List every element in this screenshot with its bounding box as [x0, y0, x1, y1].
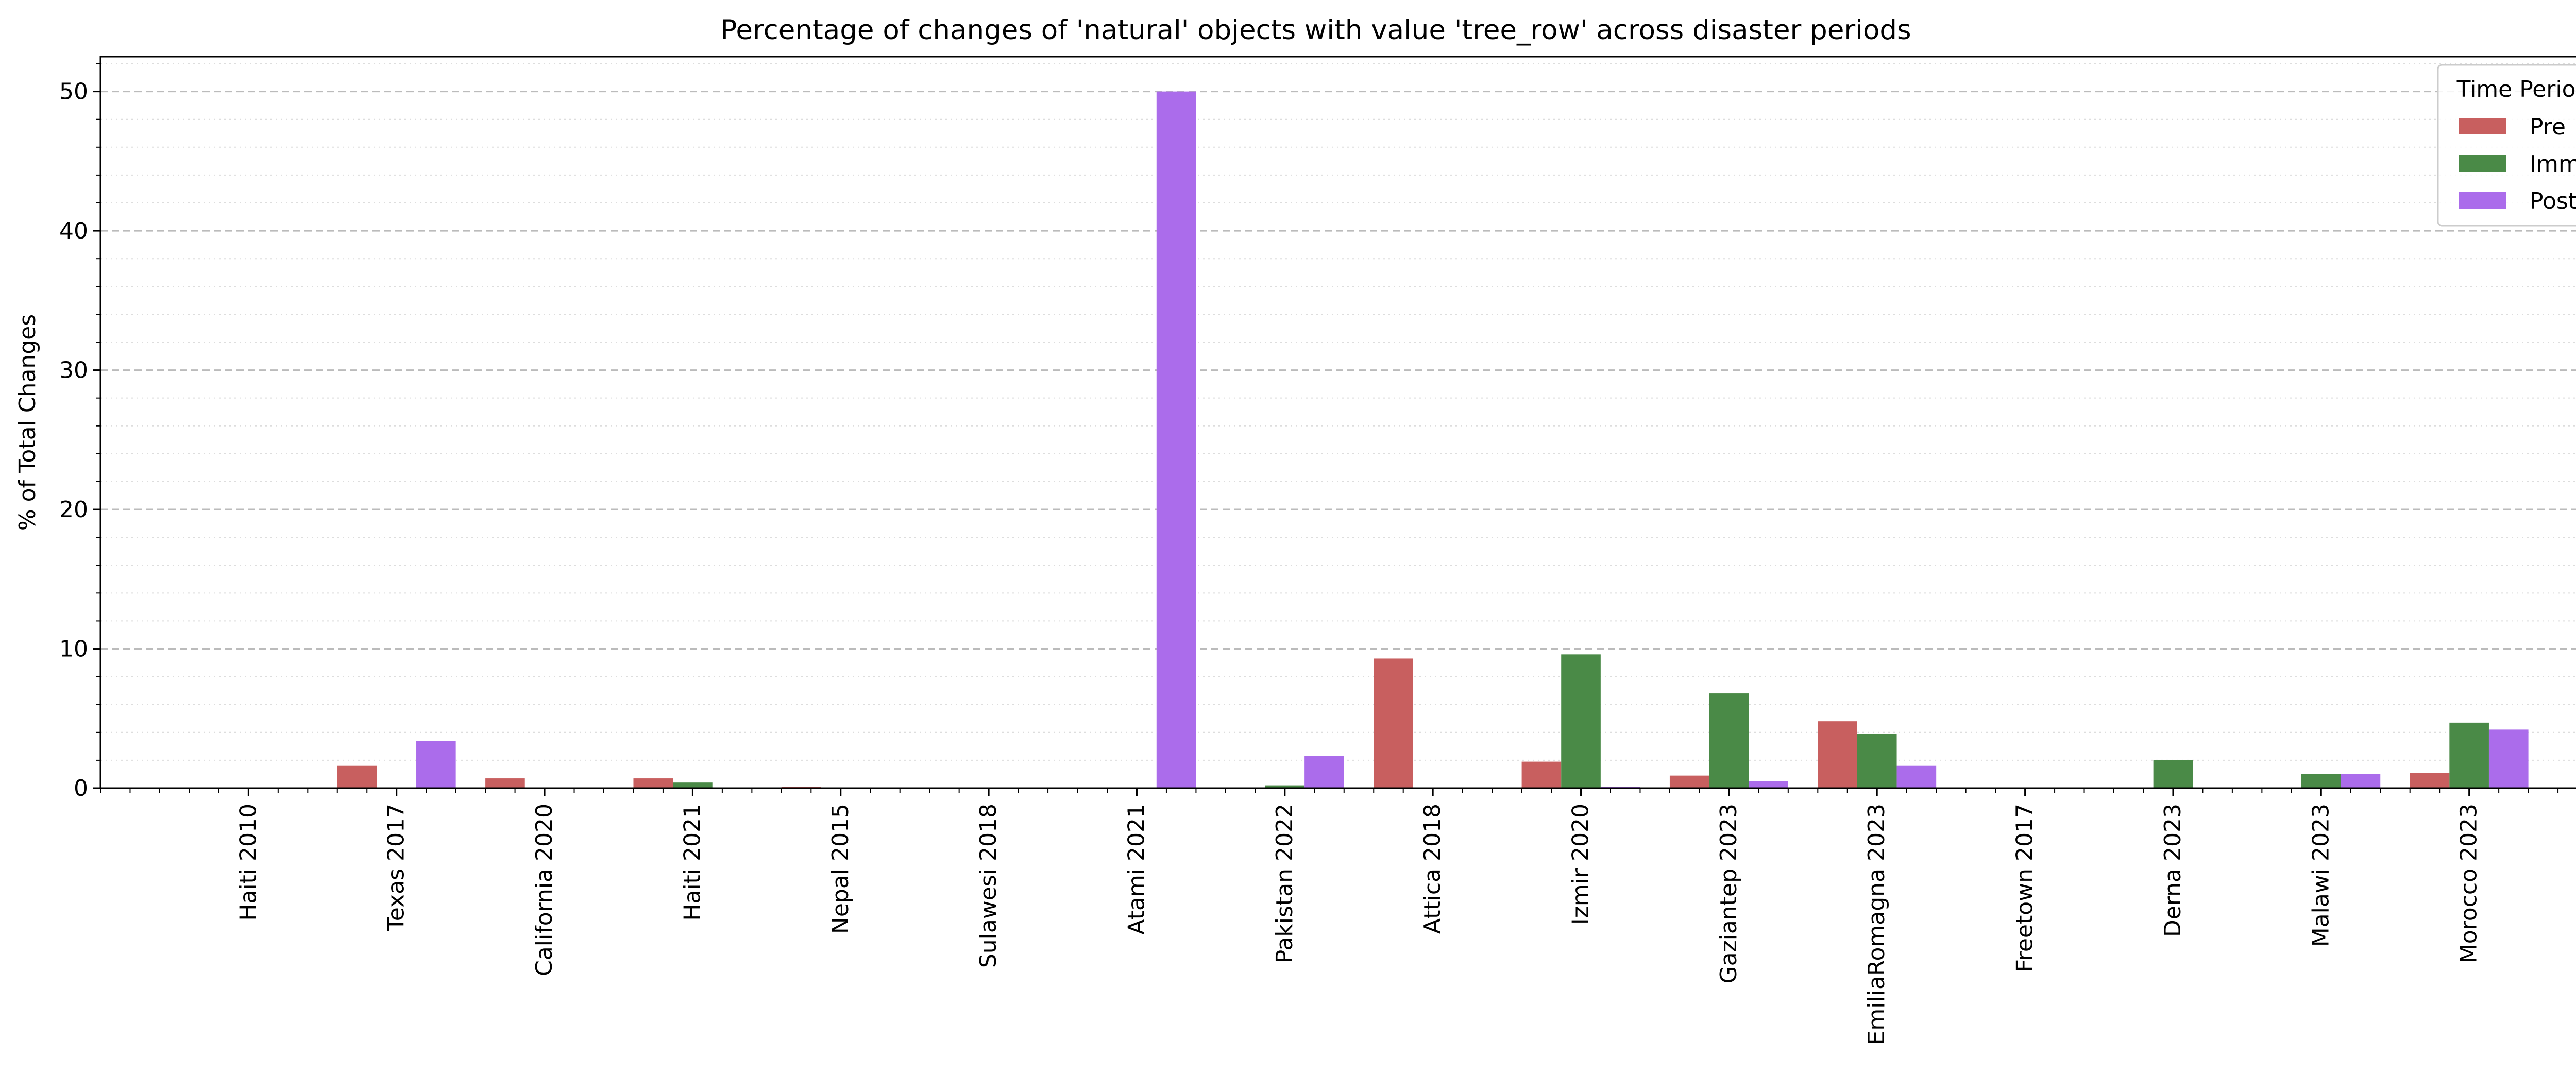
legend-swatch-imm: [2459, 155, 2506, 172]
x-tick-label: Morocco 2023: [2456, 804, 2482, 963]
x-tick-label: Nepal 2015: [827, 804, 854, 934]
x-tick-label: EmiliaRomagna 2023: [1863, 804, 1890, 1045]
legend-label-pre: Pre: [2530, 114, 2566, 140]
gridlines: [100, 63, 2576, 761]
bar-post: [1749, 781, 1788, 788]
y-tick-label: 10: [59, 636, 88, 662]
bar-post: [416, 741, 456, 788]
bar-imm: [1709, 693, 1749, 788]
bar-imm: [2301, 774, 2341, 788]
y-tick-label: 30: [59, 357, 88, 384]
x-tick-label: Attica 2018: [1419, 804, 1446, 934]
bar-post: [1304, 756, 1344, 788]
bar-imm: [1857, 734, 1897, 788]
legend-label-imm: Imm: [2530, 151, 2576, 177]
x-tick-label: Derna 2023: [2160, 804, 2186, 937]
x-tick-label: Gaziantep 2023: [1716, 804, 1742, 983]
bar-post: [2341, 774, 2381, 788]
x-tick-label: Malawi 2023: [2308, 804, 2334, 947]
bar-pre: [1818, 721, 1857, 788]
x-tick-label: Atami 2021: [1123, 804, 1149, 935]
legend-frame: [2437, 64, 2576, 227]
bar-pre: [633, 778, 673, 788]
bar-pre: [337, 765, 377, 788]
bar-pre: [2410, 773, 2450, 788]
y-tick-label: 20: [59, 497, 88, 523]
x-tick-label: Izmir 2020: [1568, 804, 1594, 925]
x-tick-label: Sulawesi 2018: [975, 804, 1002, 968]
bar-imm: [673, 782, 713, 788]
x-tick-label: Freetown 2017: [2012, 804, 2038, 972]
x-tick-label: California 2020: [531, 804, 557, 976]
bar-pre: [485, 778, 525, 788]
bar-pre: [1521, 761, 1562, 788]
y-axis-label: % of Total Changes: [14, 314, 41, 531]
legend-swatch-pre: [2459, 118, 2506, 134]
axis-ticks: 0 10 20 30 40 50 Haiti 2010 Texas 2017 Californi…: [59, 63, 2559, 1045]
legend-swatch-post: [2459, 192, 2506, 209]
legend-title: Time Period: [2456, 76, 2576, 103]
x-tick-label: Haiti 2021: [679, 804, 705, 921]
bar-post: [2488, 729, 2529, 788]
legend-label-post: Post: [2530, 188, 2576, 214]
x-tick-label: Texas 2017: [383, 804, 410, 932]
y-tick-label: 0: [74, 775, 88, 802]
bars: [337, 91, 2529, 789]
y-tick-label: 50: [59, 79, 88, 105]
x-tick-label: Pakistan 2022: [1272, 804, 1298, 963]
chart-title: Percentage of changes of 'natural' objec…: [720, 14, 1911, 46]
bar-imm: [1265, 785, 1305, 788]
bar-post: [1156, 91, 1196, 789]
bar-post: [1896, 765, 1937, 788]
legend: Time Period Pre Imm Post: [2437, 64, 2576, 227]
bar-pre: [1374, 658, 1413, 788]
legend-items: Pre Imm Post: [2459, 114, 2576, 214]
bar-imm: [2153, 760, 2193, 788]
bar-imm: [1561, 654, 1601, 788]
y-tick-label: 40: [59, 218, 88, 244]
plot-frame: [99, 56, 2576, 789]
bar-imm: [2449, 722, 2489, 788]
bar-pre: [1669, 775, 1709, 788]
x-tick-label: Haiti 2010: [235, 804, 261, 921]
